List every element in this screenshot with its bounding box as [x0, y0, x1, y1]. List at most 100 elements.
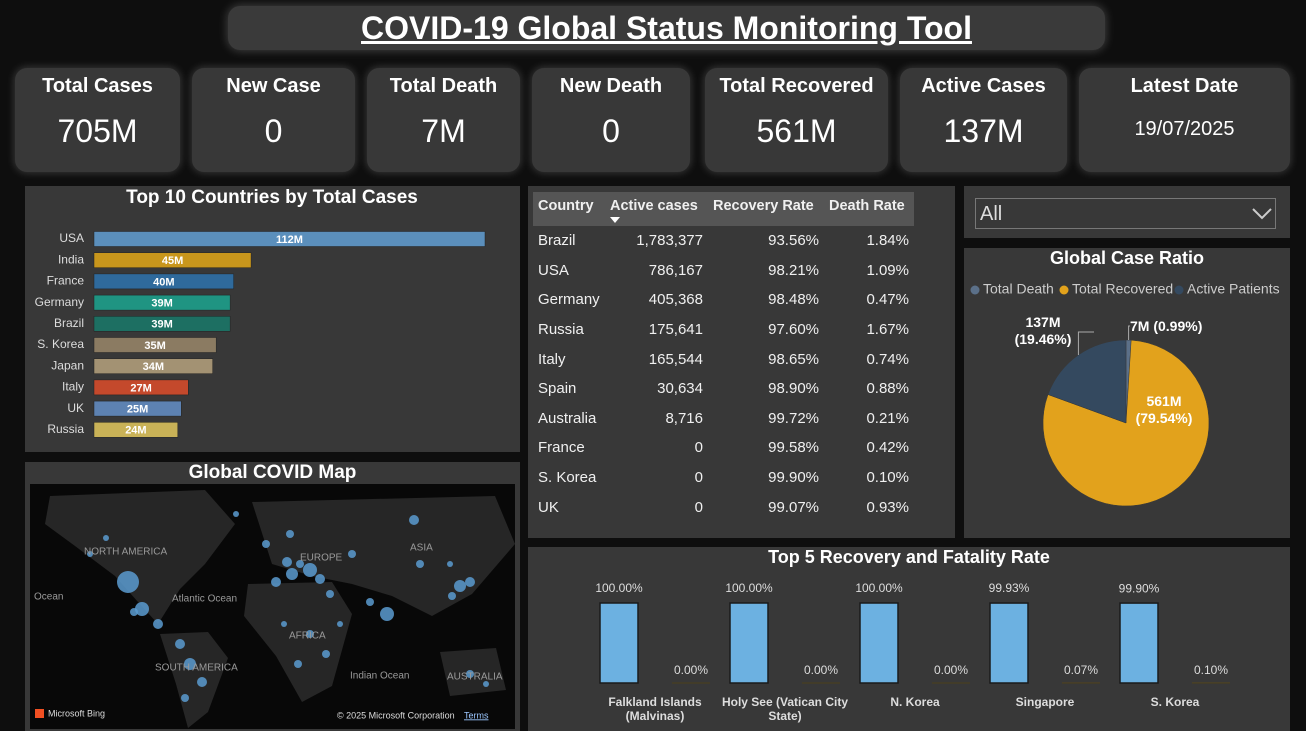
- data-label: 0.07%: [1064, 663, 1098, 677]
- map-label: ASIA: [410, 543, 433, 554]
- filter-panel: All: [964, 186, 1290, 238]
- table-cell: 98.90%: [768, 380, 819, 398]
- map-label: Indian Ocean: [350, 671, 410, 682]
- map-marker: [233, 511, 239, 517]
- kpi-card: Active Cases 137M: [900, 68, 1067, 172]
- map-marker: [303, 563, 317, 577]
- map-marker: [454, 580, 466, 592]
- map-marker: [409, 515, 419, 525]
- map-marker: [197, 677, 207, 687]
- map-logo: Microsoft Bing: [48, 708, 105, 718]
- map-marker: [130, 608, 138, 616]
- map-marker: [262, 540, 270, 548]
- map-marker: [337, 621, 343, 627]
- table-row: Russia 175,641 97.60% 1.67%: [533, 315, 914, 345]
- bar: [93, 337, 217, 353]
- table-cell: 1,783,377: [636, 232, 703, 250]
- table-cell: 98.48%: [768, 291, 819, 309]
- map-marker: [153, 619, 163, 629]
- kpi-value: 0: [264, 113, 283, 149]
- bar-panel: Top 10 Countries by Total Cases USA 112M In…: [25, 186, 520, 452]
- kpi-label: Active Cases: [921, 75, 1046, 97]
- kpi-value: 0: [602, 113, 620, 149]
- data-label: 34M: [143, 361, 164, 373]
- table-cell: 30,634: [657, 380, 703, 398]
- y-tick-label: India: [58, 252, 84, 266]
- table-row: Australia 8,716 99.72% 0.21%: [533, 404, 914, 434]
- table-row: Germany 405,368 98.48% 0.47%: [533, 285, 914, 315]
- table-cell: 98.21%: [768, 261, 819, 279]
- kpi-card: New Case 0: [192, 68, 355, 172]
- table-cell: 0.21%: [866, 409, 909, 427]
- kpi-label: Total Recovered: [719, 75, 874, 97]
- kpi-card: Total Recovered 561M: [705, 68, 888, 172]
- kpi-label: Total Cases: [42, 75, 153, 97]
- map-label: EUROPE: [300, 553, 343, 564]
- y-tick-label: Germany: [35, 295, 84, 309]
- map-terms[interactable]: Terms: [464, 710, 489, 720]
- table-cell: S. Korea: [538, 469, 597, 487]
- map-marker: [184, 658, 196, 670]
- map-label: SOUTH AMERICA: [155, 663, 238, 674]
- map-label: Atlantic Ocean: [172, 594, 237, 605]
- bar: [729, 602, 769, 684]
- column-header-text: Recovery Rate: [713, 198, 814, 214]
- map-panel: Global COVID Map NORTH AMERICA EUROPE ASIA…: [25, 462, 520, 731]
- data-label: 100.00%: [855, 581, 903, 595]
- y-tick-label: Brazil: [54, 316, 84, 330]
- kpi-card: Total Cases 705M: [15, 68, 180, 172]
- map-marker: [466, 670, 474, 678]
- kpi-value: 561M: [756, 113, 837, 149]
- table-cell: 0.10%: [866, 469, 909, 487]
- data-label: 40M: [153, 276, 174, 288]
- bar: [93, 231, 486, 247]
- data-table: Country Active cases Recovery Rate Death Ra…: [533, 192, 914, 522]
- table-cell: USA: [538, 261, 569, 279]
- table-cell: 1.67%: [866, 321, 909, 339]
- map-marker: [281, 621, 287, 627]
- x-tick-label: Falkland Islands (Malvinas): [608, 695, 702, 723]
- data-label: 25M: [127, 404, 148, 416]
- map-marker: [448, 592, 456, 600]
- y-tick-label: Russia: [47, 422, 84, 436]
- leader-line: [1128, 325, 1130, 341]
- legend-marker: [1059, 285, 1069, 295]
- bar: [93, 316, 231, 332]
- data-label: 45M: [162, 255, 183, 267]
- bar: [93, 422, 179, 438]
- bar: [989, 602, 1029, 684]
- map-marker: [135, 602, 149, 616]
- data-label: 0.00%: [674, 663, 708, 677]
- map-label: Ocean: [34, 592, 63, 603]
- legend-label: Active Patients: [1187, 281, 1280, 297]
- bar: [93, 400, 182, 417]
- dropdown[interactable]: All: [975, 198, 1276, 229]
- data-label: 137M (19.46%): [1014, 314, 1072, 347]
- table-cell: 0.42%: [866, 439, 909, 457]
- column-header: Death Rate: [824, 192, 914, 226]
- table-cell: 0: [694, 439, 703, 457]
- table-row: Brazil 1,783,377 93.56% 1.84%: [533, 226, 914, 256]
- map-marker: [366, 598, 374, 606]
- map-marker: [286, 568, 298, 580]
- map[interactable]: NORTH AMERICA EUROPE ASIA Ocean Atlantic Oce…: [30, 484, 515, 729]
- chart-title: Top 5 Recovery and Fatality Rate: [768, 547, 1050, 567]
- kpi-value: 705M: [57, 113, 138, 149]
- legend-marker: [1174, 285, 1184, 295]
- kpi-card: Total Death 7M: [367, 68, 520, 172]
- map-marker: [87, 551, 93, 557]
- sort-arrow: [610, 217, 620, 223]
- legend-marker: [970, 285, 980, 295]
- map-marker: [306, 630, 314, 638]
- table-cell: 0.93%: [866, 498, 909, 516]
- data-label: 39M: [151, 319, 172, 331]
- y-tick-label: France: [47, 274, 85, 288]
- title-bar: COVID-19 Global Status Monitoring Tool: [228, 6, 1105, 50]
- legend-label: Total Recovered: [1072, 281, 1173, 297]
- map-marker: [286, 530, 294, 538]
- header-row: Country Active cases Recovery Rate Death Ra…: [533, 192, 914, 226]
- map-marker: [416, 560, 424, 568]
- bar: [93, 294, 231, 311]
- table-row: S. Korea 0 99.90% 0.10%: [533, 463, 914, 493]
